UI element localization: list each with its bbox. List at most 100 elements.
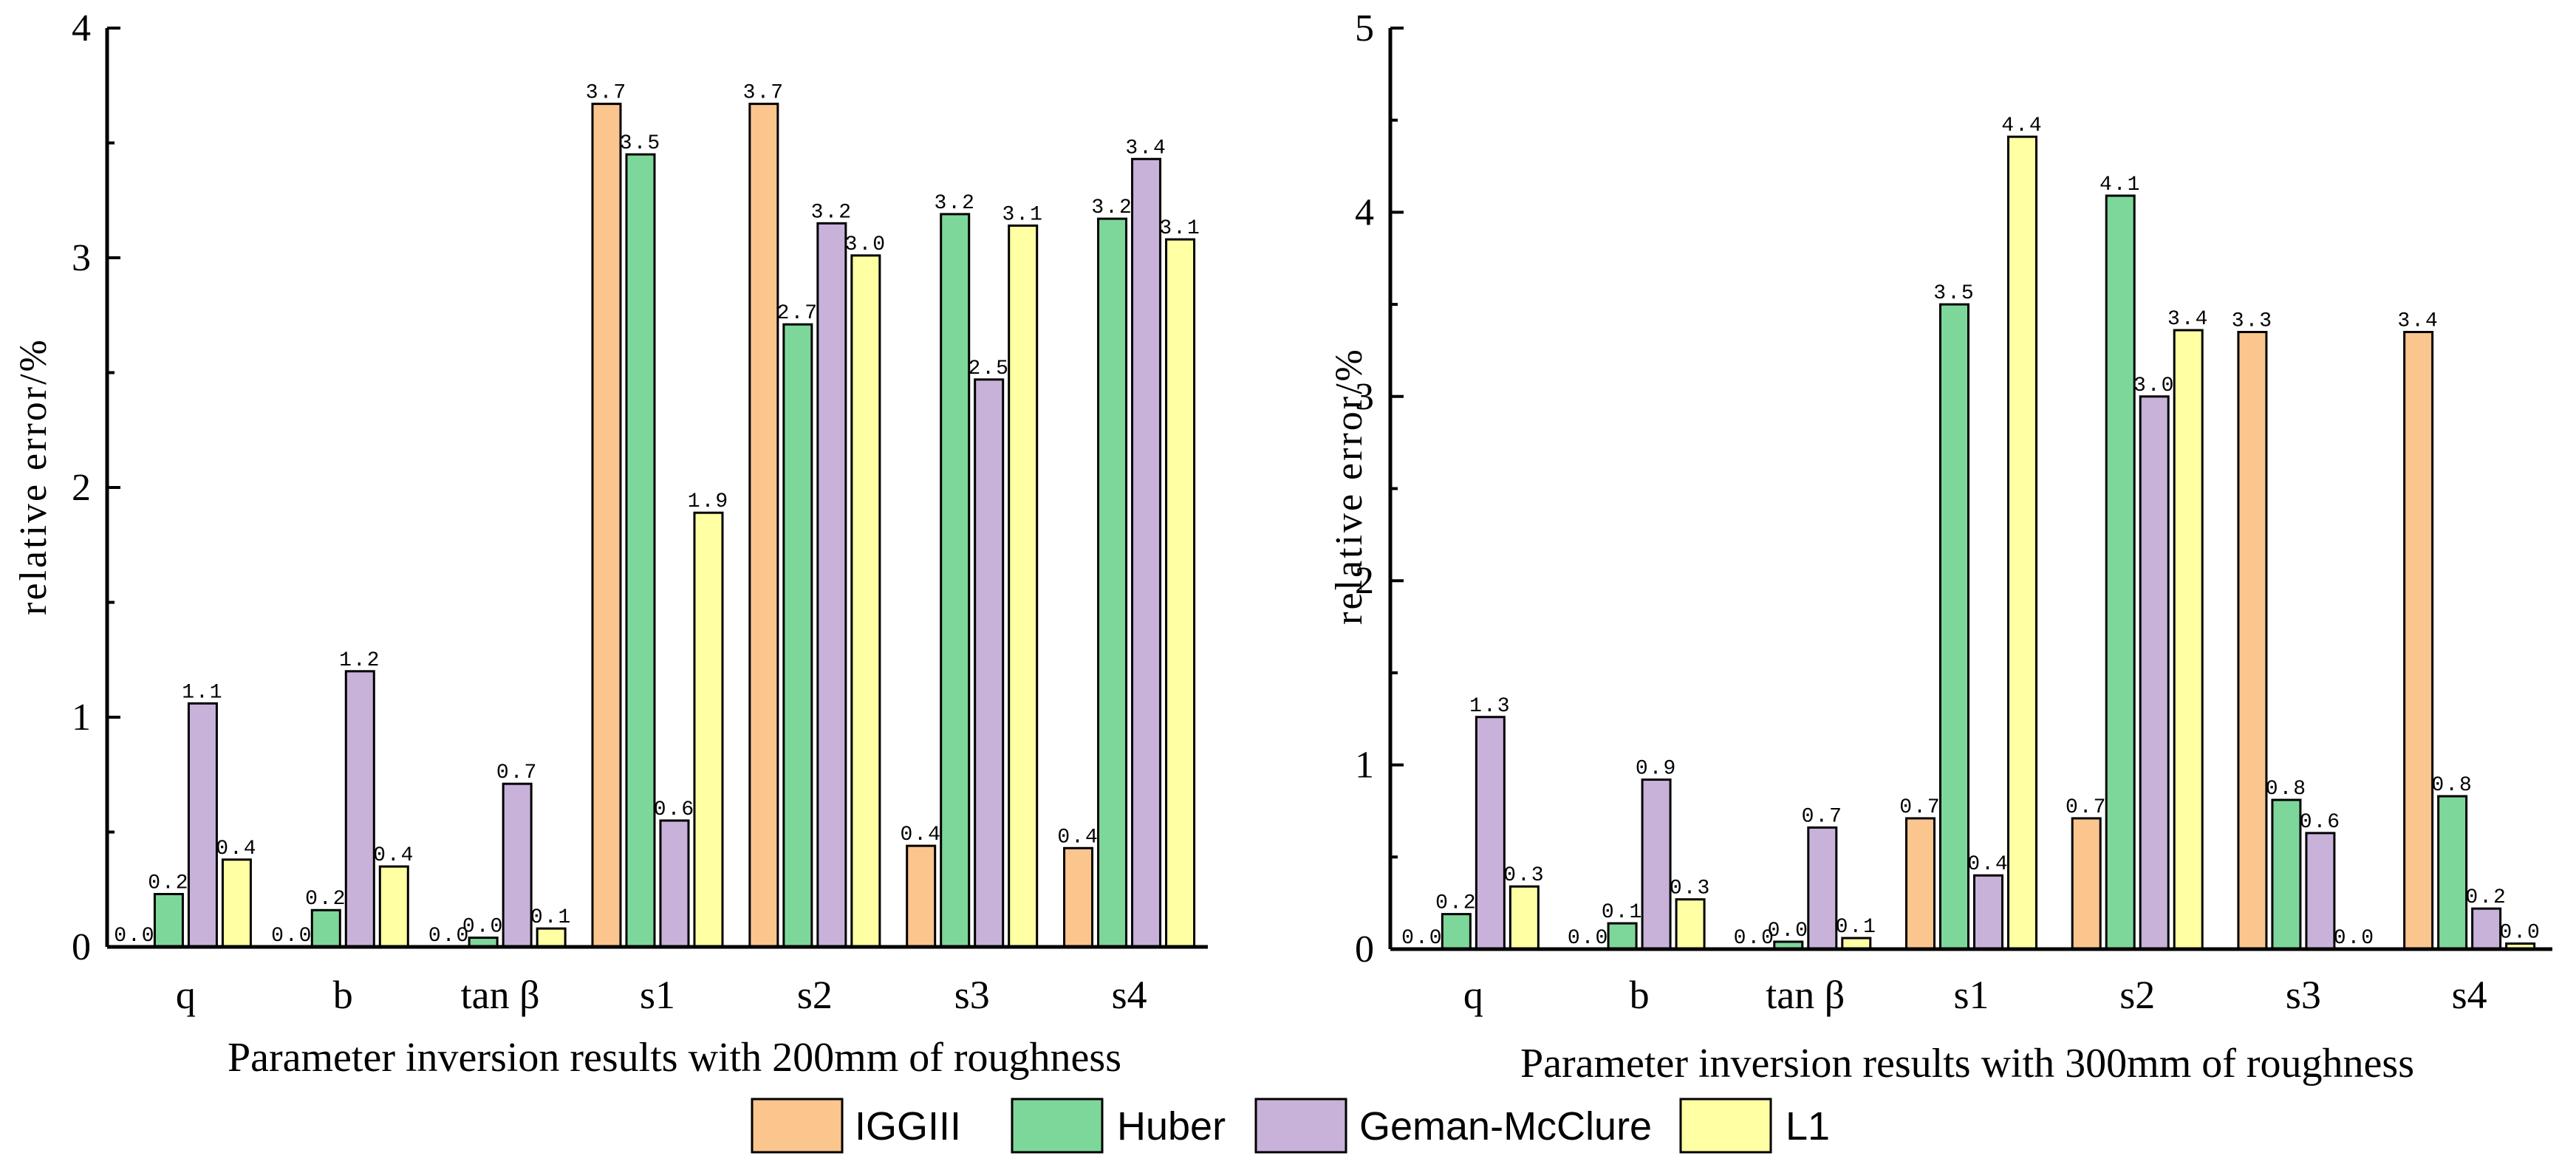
data-label-huber-b: 0.2 xyxy=(305,888,346,911)
bar-huber-b xyxy=(310,908,341,948)
data-label-iggiii-s2: 3.7 xyxy=(743,82,785,105)
data-label-huber-s3: 0.8 xyxy=(2266,778,2307,801)
bar-huber-b xyxy=(1607,922,1638,951)
bar-iggiii-s3 xyxy=(2237,331,2268,951)
y-tick-label-3: 3 xyxy=(1355,376,1374,418)
bar-l1-b xyxy=(378,865,409,948)
data-label-geman-mcclure-s1: 0.4 xyxy=(1967,853,2009,876)
data-label-l1-b: 0.4 xyxy=(373,844,414,867)
bar-l1-s1 xyxy=(2007,135,2037,951)
data-label-huber-s2: 2.7 xyxy=(777,302,819,325)
data-label-l1-s3: 0.0 xyxy=(2334,927,2375,950)
data-label-huber-s4: 3.2 xyxy=(1091,196,1132,219)
data-label-huber-q: 0.2 xyxy=(148,872,189,894)
data-label-iggiii-tan: 0.0 xyxy=(1734,927,1775,950)
y-tick-label-0: 0 xyxy=(72,926,91,968)
legend-swatch-geman-mcclure xyxy=(1254,1098,1347,1154)
data-label-l1-q: 0.3 xyxy=(1503,864,1545,887)
y-tick-label-3: 3 xyxy=(72,237,91,279)
data-label-iggiii-s4: 0.4 xyxy=(1057,826,1099,849)
legend-label-l1: L1 xyxy=(1786,1104,1830,1149)
x-tick-label-q: q xyxy=(1463,973,1483,1017)
data-label-geman-mcclure-s4: 0.2 xyxy=(2465,886,2507,909)
data-label-huber-s4: 0.8 xyxy=(2431,774,2473,797)
x-tick-label-s1: s1 xyxy=(640,973,675,1017)
x-tick-label-b: b xyxy=(1630,973,1650,1017)
bar-l1-tan xyxy=(536,927,567,948)
data-label-l1-tan: 0.1 xyxy=(530,906,572,929)
y-tick-label-5: 5 xyxy=(1355,7,1374,49)
data-label-huber-s1: 3.5 xyxy=(1933,282,1975,305)
legend-label-geman-mcclure: Geman-McClure xyxy=(1359,1104,1652,1149)
legend-label-huber: Huber xyxy=(1117,1104,1226,1149)
y-axis-title: relative error/% xyxy=(13,338,55,615)
data-label-geman-mcclure-q: 1.1 xyxy=(182,681,223,704)
bar-geman-mcclure-s3 xyxy=(974,378,1005,948)
bar-geman-mcclure-q xyxy=(1475,716,1506,951)
bar-huber-q xyxy=(1441,913,1472,951)
chart-200mm: 0.00.21.10.4q0.00.21.20.4b0.00.00.70.1ta… xyxy=(13,7,1208,1081)
bar-geman-mcclure-b xyxy=(344,670,375,948)
bar-geman-mcclure-s1 xyxy=(659,819,690,948)
bar-geman-mcclure-s2 xyxy=(816,222,847,948)
bar-huber-q xyxy=(153,892,184,948)
x-tick-label-b: b xyxy=(333,973,353,1017)
data-label-geman-mcclure-q: 1.3 xyxy=(1469,695,1511,718)
x-tick-label-s4: s4 xyxy=(2452,973,2487,1017)
y-tick-label-2: 2 xyxy=(72,467,91,509)
data-label-l1-s2: 3.0 xyxy=(845,233,886,256)
x-tick-label-s1: s1 xyxy=(1953,973,1989,1017)
bar-geman-mcclure-s4 xyxy=(1131,157,1162,948)
bar-iggiii-s1 xyxy=(591,103,622,948)
bar-geman-mcclure-s4 xyxy=(2471,907,2502,951)
bar-geman-mcclure-tan xyxy=(502,782,533,948)
x-tick-label-s4: s4 xyxy=(1112,973,1147,1017)
data-label-iggiii-s2: 0.7 xyxy=(2066,796,2107,819)
bar-huber-s4 xyxy=(2437,795,2468,951)
data-label-geman-mcclure-tan: 0.7 xyxy=(496,762,538,784)
data-label-geman-mcclure-s1: 0.6 xyxy=(654,798,695,821)
chart-300mm: 0.00.21.30.3q0.00.10.90.3b0.00.00.70.1ta… xyxy=(1328,7,2552,1086)
y-tick-label-4: 4 xyxy=(72,7,91,49)
bar-l1-s4 xyxy=(1165,238,1196,948)
bar-huber-s3 xyxy=(940,213,971,948)
x-tick-label-s2: s2 xyxy=(797,973,833,1017)
x-axis-title: Parameter inversion results with 200mm o… xyxy=(228,1035,1121,1081)
data-label-iggiii-q: 0.0 xyxy=(1401,927,1443,950)
bar-huber-s3 xyxy=(2271,798,2302,951)
data-label-iggiii-b: 0.0 xyxy=(1568,927,1609,950)
data-label-l1-s1: 1.9 xyxy=(688,490,729,513)
data-label-iggiii-s1: 3.7 xyxy=(586,82,627,105)
bar-huber-s2 xyxy=(2105,194,2136,951)
bar-l1-s2 xyxy=(850,254,881,948)
data-label-geman-mcclure-s3: 2.5 xyxy=(968,357,1010,380)
data-label-geman-mcclure-s2: 3.0 xyxy=(2133,374,2175,397)
bar-l1-s1 xyxy=(693,511,724,948)
data-label-geman-mcclure-b: 1.2 xyxy=(339,649,380,672)
bar-iggiii-s1 xyxy=(1905,817,1936,951)
data-label-huber-b: 0.1 xyxy=(1602,901,1643,924)
x-axis-title: Parameter inversion results with 300mm o… xyxy=(1520,1041,2414,1086)
bar-iggiii-s4 xyxy=(2403,331,2434,951)
data-label-huber-tan: 0.0 xyxy=(1768,920,1809,942)
bar-huber-s1 xyxy=(625,153,656,948)
data-label-l1-s2: 3.4 xyxy=(2167,308,2209,331)
x-tick-label-s2: s2 xyxy=(2119,973,2155,1017)
bar-iggiii-s2 xyxy=(748,103,779,948)
y-tick-label-1: 1 xyxy=(1355,745,1374,787)
x-tick-label-tan: tan β xyxy=(461,973,540,1017)
y-tick-label-4: 4 xyxy=(1355,191,1374,233)
data-label-iggiii-s3: 0.4 xyxy=(901,824,942,846)
data-label-huber-s1: 3.5 xyxy=(620,132,661,155)
x-tick-label-tan: tan β xyxy=(1766,973,1845,1017)
bar-geman-mcclure-tan xyxy=(1807,826,1838,951)
data-label-geman-mcclure-s4: 3.4 xyxy=(1125,137,1166,160)
bar-geman-mcclure-s3 xyxy=(2305,832,2336,951)
data-label-huber-q: 0.2 xyxy=(1435,892,1477,915)
legend-swatch-huber xyxy=(1011,1098,1104,1154)
bar-geman-mcclure-s1 xyxy=(1973,874,2003,951)
bar-l1-s3 xyxy=(1008,224,1039,948)
data-label-huber-tan: 0.0 xyxy=(462,916,504,939)
legend-swatch-iggiii xyxy=(751,1098,844,1154)
bar-l1-q xyxy=(221,858,252,948)
